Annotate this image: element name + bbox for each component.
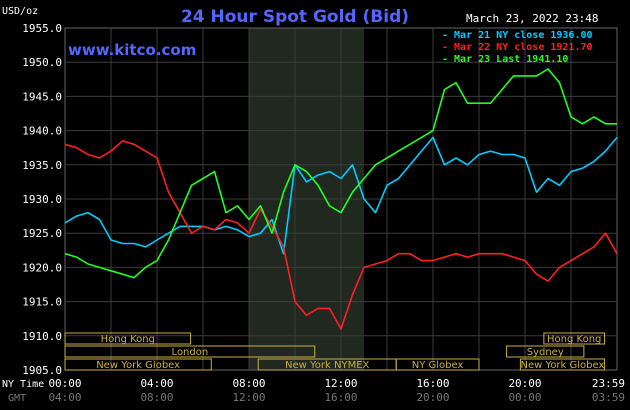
y-tick-label: 1915.0 <box>22 296 62 309</box>
x-tick-label-ny: 00:00 <box>48 377 81 390</box>
y-tick-label: 1930.0 <box>22 193 62 206</box>
x-tick-label-ny: 16:00 <box>416 377 449 390</box>
website-label: www.kitco.com <box>68 41 196 59</box>
series-line-1 <box>64 136 618 255</box>
session-bar <box>395 358 480 371</box>
x-tick-label-gmt: 03:59 <box>592 391 625 404</box>
x-tick-label-ny: 08:00 <box>232 377 265 390</box>
x-tick-label-ny: 12:00 <box>324 377 357 390</box>
x-tick-label-gmt: 20:00 <box>416 391 449 404</box>
y-tick-label: 1935.0 <box>22 159 62 172</box>
legend-entry: - Mar 22 NY close 1921.70 <box>442 42 593 53</box>
session-label: London <box>172 347 209 358</box>
x-row-label-gmt: GMT <box>8 393 26 404</box>
session-label: New York Globex <box>521 360 605 371</box>
x-tick-label-ny: 20:00 <box>508 377 541 390</box>
legend-entry: - Mar 23 Last 1941.10 <box>442 54 568 65</box>
x-tick-label-gmt: 12:00 <box>232 391 265 404</box>
session-bar <box>506 345 585 358</box>
y-tick-label: 1945.0 <box>22 90 62 103</box>
x-tick-label-gmt: 04:00 <box>48 391 81 404</box>
session-label: Hong Kong <box>101 334 155 345</box>
legend-entry: - Mar 21 NY close 1936.00 <box>442 30 593 41</box>
session-bar <box>543 332 606 345</box>
x-row-label-ny: NY Time <box>2 379 44 390</box>
y-tick-label: 1940.0 <box>22 125 62 138</box>
x-tick-label-gmt: 16:00 <box>324 391 357 404</box>
y-axis-label: USD/oz <box>2 6 38 17</box>
series-line-2 <box>64 140 618 330</box>
y-tick-label: 1950.0 <box>22 56 62 69</box>
y-tick-label: 1910.0 <box>22 330 62 343</box>
chart-title: 24 Hour Spot Gold (Bid) <box>181 7 409 27</box>
x-tick-label-ny: 04:00 <box>140 377 173 390</box>
x-tick-label-gmt: 00:00 <box>508 391 541 404</box>
series-line-3 <box>64 68 617 279</box>
session-label: Hong Kong <box>547 334 601 345</box>
x-tick-label-ny: 23:59 <box>592 377 625 390</box>
y-tick-label: 1920.0 <box>22 261 62 274</box>
session-bar <box>64 332 192 345</box>
y-tick-label: 1905.0 <box>22 364 62 377</box>
session-label: New York NYMEX <box>285 360 370 371</box>
timestamp: March 23, 2022 23:48 <box>466 12 598 25</box>
y-tick-label: 1955.0 <box>22 22 62 35</box>
y-tick-label: 1925.0 <box>22 227 62 240</box>
session-bar <box>64 345 316 358</box>
session-label: NY Globex <box>412 360 464 371</box>
session-label: New York Globex <box>96 360 180 371</box>
session-bar <box>64 358 212 371</box>
session-label: Sydney <box>527 347 564 358</box>
session-bar <box>519 358 606 371</box>
x-tick-label-gmt: 08:00 <box>140 391 173 404</box>
